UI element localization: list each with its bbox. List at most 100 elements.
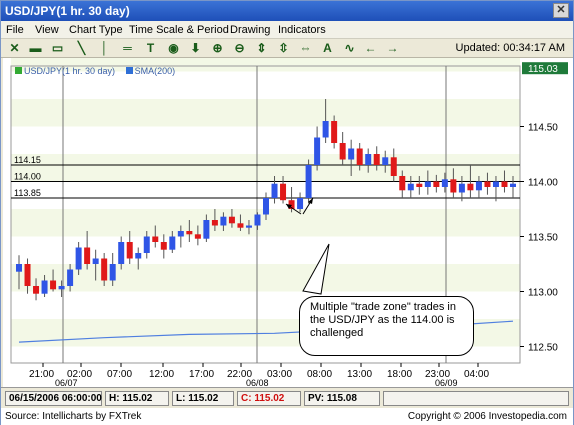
candle-body xyxy=(501,181,508,187)
candle-body xyxy=(135,253,142,259)
candle-body xyxy=(510,183,516,187)
candle-body xyxy=(365,154,372,165)
fit-h-icon[interactable]: ⇔ xyxy=(299,41,312,55)
menu-chart-type[interactable]: Chart Type xyxy=(69,24,123,36)
candle-body xyxy=(331,121,338,143)
price-chart[interactable]: 114.15 114.00 113.85 112.50 113.00 113.50 114… xyxy=(3,58,573,387)
candle-body xyxy=(67,269,74,286)
current-price-label: 115.03 xyxy=(528,64,558,75)
candle-body xyxy=(237,223,244,228)
menu-bar: File View Chart Type Time Scale & Period… xyxy=(1,21,573,39)
candle-body xyxy=(263,198,269,215)
text-icon[interactable]: T xyxy=(146,41,155,55)
candle-body xyxy=(84,247,91,264)
x-tick-label: 21:00 xyxy=(29,369,54,380)
candle-body xyxy=(390,157,397,176)
x-tick-label: 12:00 xyxy=(149,369,174,380)
close-icon[interactable]: ✕ xyxy=(553,3,569,18)
x-tick-label: 13:00 xyxy=(347,369,372,380)
y-tick-label: 113.00 xyxy=(528,288,558,299)
band xyxy=(11,58,520,72)
x-tick-label: 22:00 xyxy=(227,369,252,380)
band xyxy=(11,99,520,127)
candle-body xyxy=(101,258,108,281)
time-axis: 21:00 02:00 07:00 12:00 17:00 22:00 03:00 08:00… xyxy=(29,363,489,387)
candle-body xyxy=(424,181,431,187)
x-tick-label: 04:00 xyxy=(464,369,489,380)
arrow-right-icon[interactable]: → xyxy=(386,41,399,55)
candle-body xyxy=(441,179,448,187)
crosshair-icon[interactable]: ✕ xyxy=(9,41,20,55)
x-tick-label: 23:00 xyxy=(425,369,450,380)
plot-border xyxy=(10,65,521,364)
price-line-label: 114.15 xyxy=(14,155,41,165)
zoom-rect-icon[interactable]: ▭ xyxy=(51,41,64,55)
fib-icon[interactable]: A xyxy=(323,41,332,55)
candle-body xyxy=(245,225,252,228)
toolbar: ✕ ▬ ▭ ╲ │ ═ T ◉ ⬇ ⊕ ⊖ ⇕ ⇳ ⇔ A ∿ ← → Upda… xyxy=(1,39,573,58)
candle-body xyxy=(288,200,295,209)
menu-view[interactable]: View xyxy=(35,24,59,36)
legend: USD/JPY(1 hr. 30 day) SMA(200) xyxy=(15,66,175,76)
updated-time: Updated: 00:34:17 AM xyxy=(455,42,565,54)
candle-body xyxy=(458,183,465,193)
candle-body xyxy=(467,183,474,191)
y-tick-label: 114.50 xyxy=(528,123,558,134)
footer: Source: Intellicharts by FXTrek Copyrigh… xyxy=(1,408,573,425)
x-tick-label: 07:00 xyxy=(107,369,132,380)
candle-body xyxy=(450,179,457,193)
y-tick-label: 112.50 xyxy=(528,343,558,354)
candle-body xyxy=(297,198,304,209)
fit-v-icon[interactable]: ⇳ xyxy=(278,41,289,55)
y-tick-label: 113.50 xyxy=(528,233,558,244)
trend-icon[interactable]: ∿ xyxy=(344,41,355,55)
zoom-in-icon[interactable]: ⊕ xyxy=(212,41,223,55)
arrow-left-icon[interactable]: ← xyxy=(364,41,377,55)
candle-body xyxy=(280,183,287,201)
candle-body xyxy=(33,286,40,294)
info-bar: 06/15/2006 06:00:00 H: 115.02 L: 115.02 … xyxy=(1,387,573,407)
callout-annotation: Multiple "trade zone" trades in the USD/… xyxy=(299,296,474,356)
candle-body xyxy=(169,236,176,250)
candle-body xyxy=(160,242,167,250)
circle-icon[interactable]: ◉ xyxy=(168,41,179,55)
info-empty xyxy=(383,391,569,406)
print-icon[interactable]: ▬ xyxy=(29,41,42,55)
vertical-line-icon[interactable]: │ xyxy=(100,41,109,55)
current-price-badge xyxy=(522,62,568,75)
candle-body xyxy=(475,181,482,191)
candle-body xyxy=(24,264,31,286)
annotation-arrowhead xyxy=(308,198,313,204)
line-icon[interactable]: ╲ xyxy=(77,41,86,55)
menu-drawing[interactable]: Drawing xyxy=(230,24,271,36)
x-tick-label: 18:00 xyxy=(387,369,412,380)
date-label: 06/09 xyxy=(435,378,458,387)
zoom-out-icon[interactable]: ⊖ xyxy=(234,41,245,55)
menu-indicators[interactable]: Indicators xyxy=(278,24,326,36)
candle-body xyxy=(50,280,57,290)
arrow-down-icon[interactable]: ⬇ xyxy=(190,41,201,55)
candle-body xyxy=(126,242,133,259)
menu-time-scale[interactable]: Time Scale & Period xyxy=(129,24,229,36)
callout-text: Multiple "trade zone" trades in the USD/… xyxy=(310,301,456,339)
info-low: L: 115.02 xyxy=(172,391,234,406)
candle-body xyxy=(356,148,363,165)
candle-body xyxy=(416,183,423,187)
candle-body xyxy=(322,121,329,138)
chart-area[interactable]: 114.15 114.00 113.85 112.50 113.00 113.50 114… xyxy=(3,58,573,387)
candle-body xyxy=(339,143,346,160)
annotation-arrowhead xyxy=(286,204,292,209)
candle-body xyxy=(484,181,491,187)
candle-body xyxy=(433,181,440,187)
callout-pointer xyxy=(302,243,330,295)
info-close: C: 115.02 xyxy=(237,391,301,406)
menu-file[interactable]: File xyxy=(6,24,24,36)
candle-body xyxy=(177,231,184,237)
horizontal-line-icon[interactable]: ═ xyxy=(123,41,132,55)
candle-body xyxy=(203,220,210,239)
y-tick-label: 114.00 xyxy=(528,178,558,189)
fit-icon[interactable]: ⇕ xyxy=(256,41,267,55)
x-tick-label: 02:00 xyxy=(67,369,92,380)
x-tick-label: 08:00 xyxy=(307,369,332,380)
